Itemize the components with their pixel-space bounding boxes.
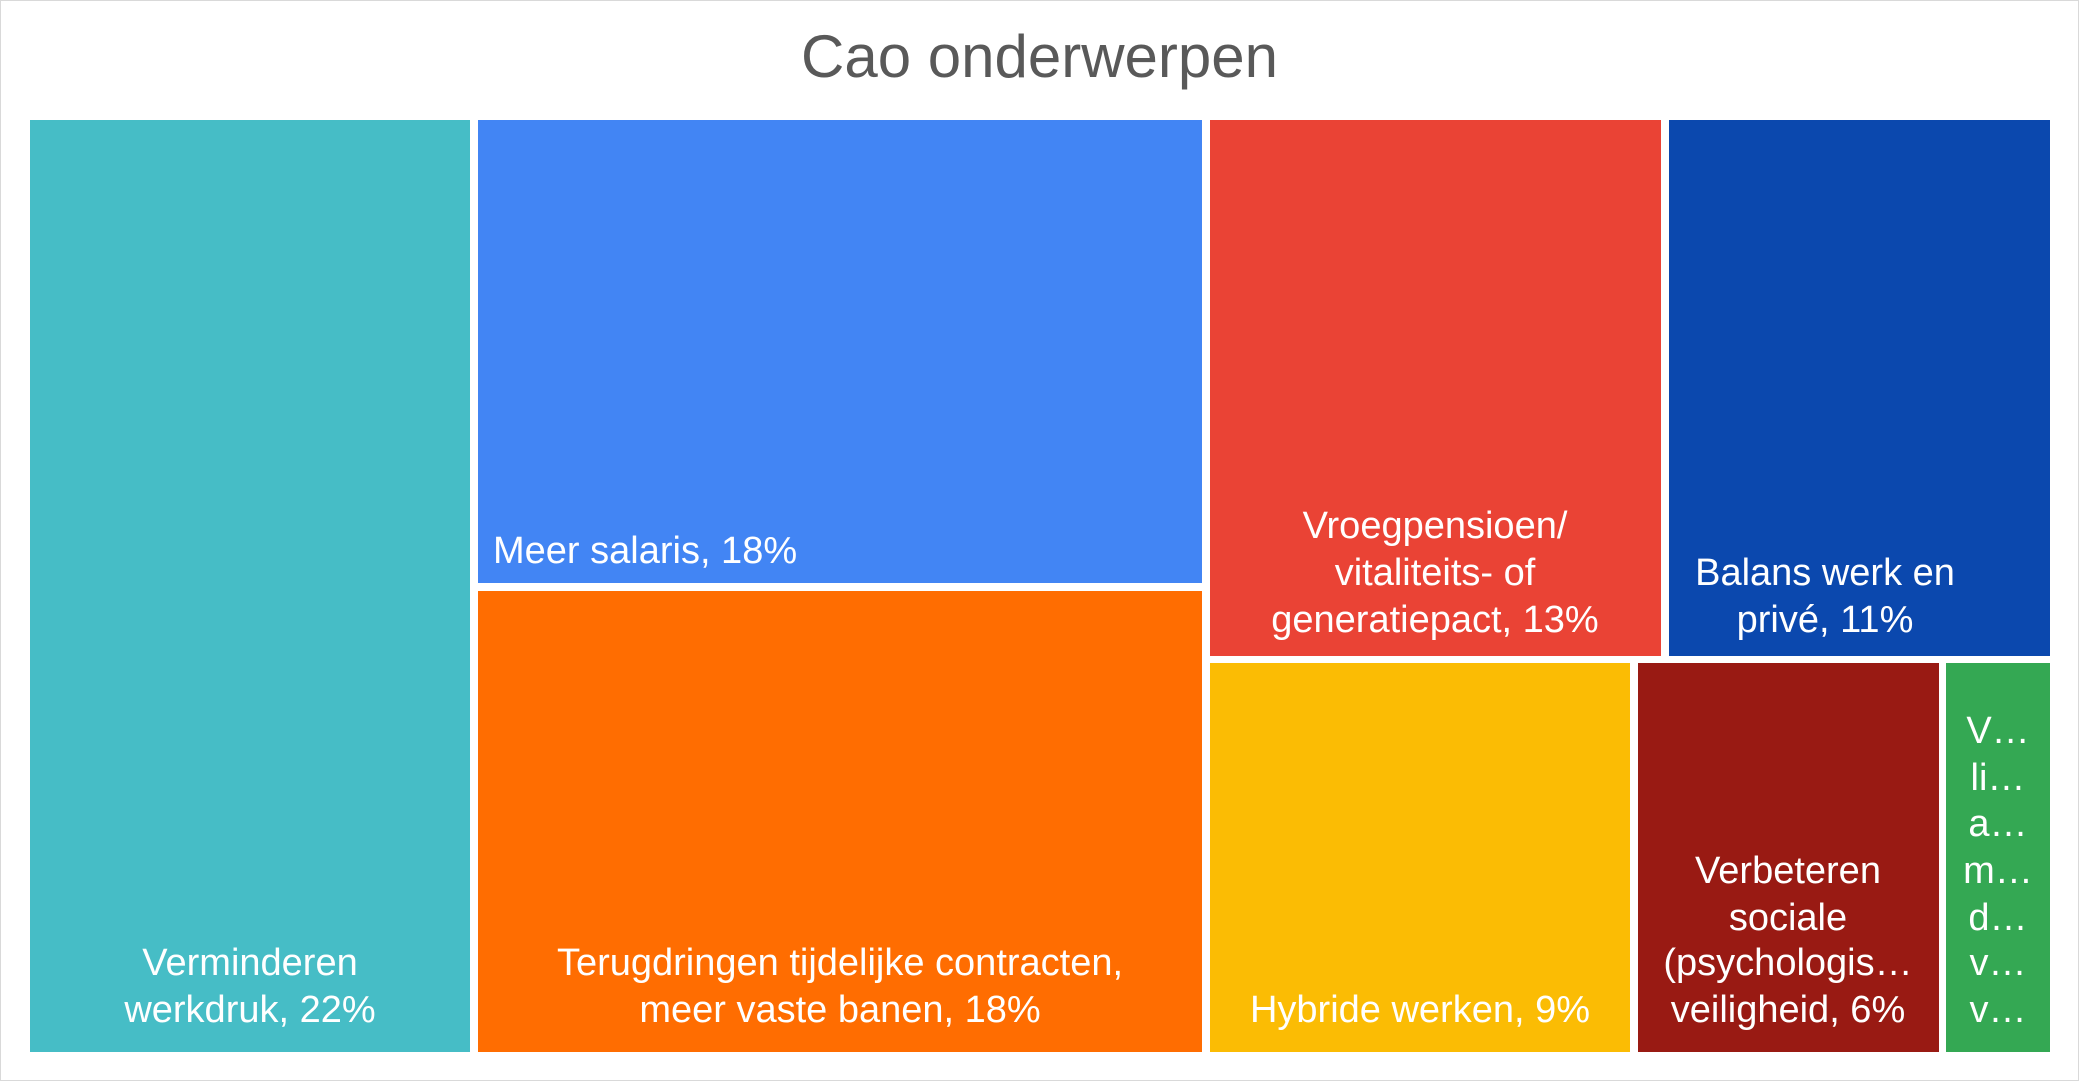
- treemap-cell: Verbeteren sociale (psychologis… veiligheid…: [1638, 663, 1939, 1052]
- treemap-cell: Terugdringen tijdelijke contracten, meer …: [478, 591, 1202, 1052]
- treemap-cell: Hybride werken, 9%: [1210, 663, 1630, 1052]
- treemap-rect: [1210, 120, 1661, 656]
- treemap-label: Vroegpensioen/vitaliteits- of generatiepa…: [1271, 505, 1598, 641]
- treemap-label: Terugdringen tijdelijke contracten, meer …: [557, 942, 1123, 1031]
- chart-title: Cao onderwerpen: [801, 23, 1278, 90]
- treemap-cell: V… li… a… m… d… v… v…: [1946, 663, 2050, 1052]
- treemap-cell: Vroegpensioen/vitaliteits- of generatiepa…: [1210, 120, 1661, 656]
- treemap-rect: [478, 120, 1202, 583]
- treemap-rect: [1638, 663, 1939, 1052]
- treemap-label: Meer salaris, 18%: [493, 530, 797, 572]
- treemap-label: Hybride werken, 9%: [1250, 989, 1590, 1031]
- treemap-rect: [30, 120, 470, 1052]
- treemap-cell: Balans werk en privé, 11%: [1669, 120, 2050, 656]
- treemap-cell: Meer salaris, 18%: [478, 120, 1202, 583]
- treemap-cell: Verminderen werkdruk, 22%: [30, 120, 470, 1052]
- treemap-label: Verbeteren sociale (psychologis… veiligheid…: [1663, 850, 1912, 1031]
- treemap-rect: [478, 591, 1202, 1052]
- treemap-label: Verminderen werkdruk, 22%: [123, 942, 375, 1031]
- treemap-rect: [1669, 120, 2050, 656]
- treemap-label: V… li… a… m… d… v… v…: [1963, 710, 2033, 1031]
- treemap-rect: [1210, 663, 1630, 1052]
- treemap-label: Balans werk en privé, 11%: [1695, 552, 1955, 641]
- treemap-rect: [1946, 663, 2050, 1052]
